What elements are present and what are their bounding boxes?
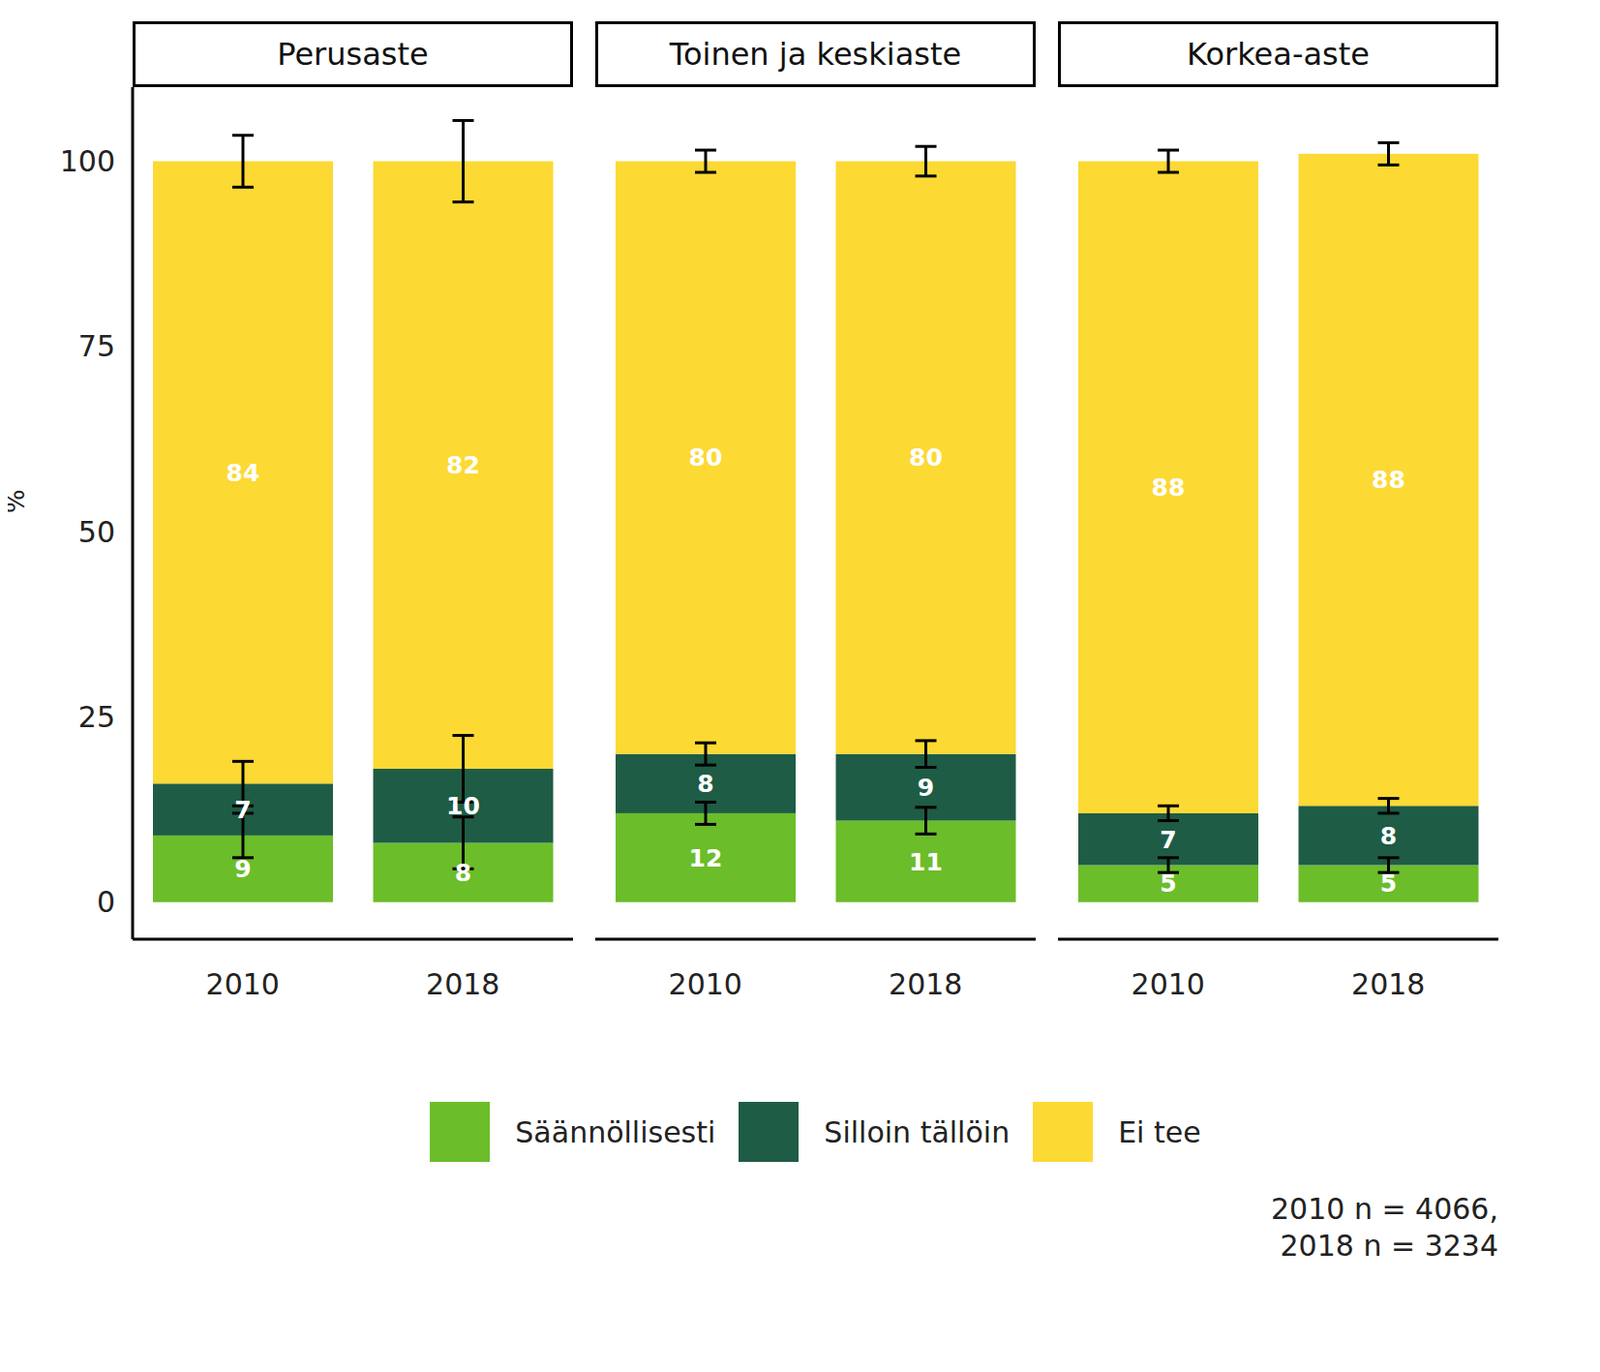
svg-text:7: 7 <box>234 795 251 824</box>
svg-text:2010: 2010 <box>1131 966 1206 1001</box>
svg-text:100: 100 <box>60 144 116 179</box>
svg-text:8: 8 <box>696 769 714 798</box>
svg-text:%: % <box>7 488 31 514</box>
svg-text:84: 84 <box>226 458 261 487</box>
svg-text:88: 88 <box>1371 465 1406 494</box>
svg-text:2018: 2018 <box>425 966 500 1001</box>
html-text:Korkea-aste: Korkea-aste <box>1186 35 1370 73</box>
svg-text:5: 5 <box>1159 869 1177 898</box>
html-text:Säännöllisesti: Säännöllisesti <box>515 1114 716 1149</box>
svg-text:2018: 2018 <box>888 966 963 1001</box>
svg-text:12: 12 <box>689 844 724 873</box>
html-text:Toinen ja keskiaste: Toinen ja keskiaste <box>669 35 962 73</box>
svg-text:5: 5 <box>1380 869 1397 898</box>
svg-text:10: 10 <box>446 791 481 820</box>
svg-text:7: 7 <box>1159 825 1177 854</box>
svg-text:2018: 2018 <box>1351 966 1425 1001</box>
svg-text:8: 8 <box>1380 821 1397 850</box>
html-text:2010 n = 4066,: 2010 n = 4066, <box>1270 1191 1499 1226</box>
html-text:2018 n = 3234: 2018 n = 3234 <box>1280 1228 1499 1263</box>
svg-text:88: 88 <box>1151 473 1186 502</box>
svg-text:9: 9 <box>917 773 935 802</box>
svg-text:2010: 2010 <box>206 966 280 1001</box>
svg-text:2010: 2010 <box>668 966 743 1001</box>
svg-text:25: 25 <box>78 699 116 734</box>
html-text:Silloin tällöin: Silloin tällöin <box>824 1114 1010 1149</box>
svg-text:75: 75 <box>78 329 116 363</box>
html-text:Ei tee: Ei tee <box>1118 1114 1201 1149</box>
svg-text:11: 11 <box>908 847 943 876</box>
svg-text:8: 8 <box>454 858 472 887</box>
svg-text:50: 50 <box>78 514 116 549</box>
svg-text:0: 0 <box>96 884 116 919</box>
html-text:Perusaste: Perusaste <box>277 35 429 73</box>
svg-text:80: 80 <box>908 443 943 472</box>
svg-text:9: 9 <box>234 854 251 883</box>
svg-text:80: 80 <box>689 443 724 472</box>
svg-text:82: 82 <box>446 451 481 480</box>
